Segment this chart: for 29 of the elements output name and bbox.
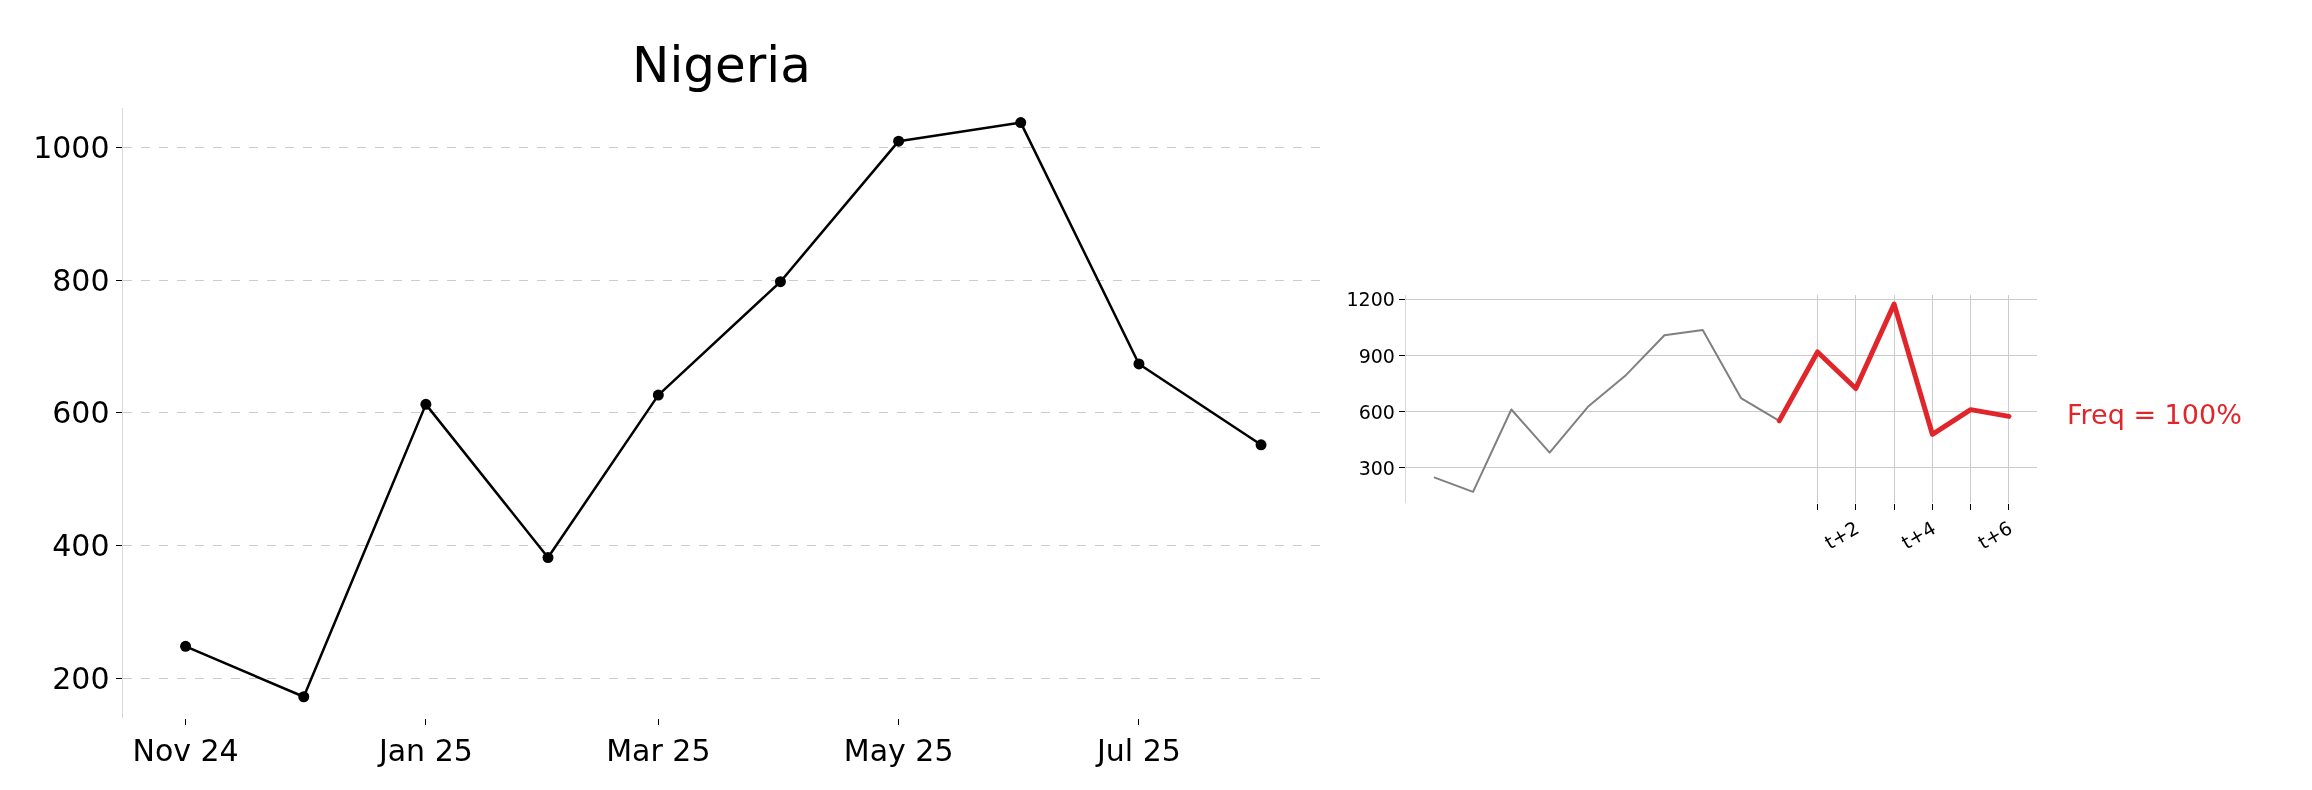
y-tick-label: 1200 — [1346, 288, 1395, 311]
point — [1255, 439, 1267, 451]
x-tick-label: t+4 — [1897, 516, 1940, 554]
y-tick-label: 800 — [52, 262, 110, 298]
point — [893, 135, 905, 147]
x-tick-label: t+2 — [1820, 516, 1863, 554]
point — [298, 691, 310, 703]
y-tick-label: 600 — [1358, 400, 1395, 423]
point — [180, 640, 192, 652]
x-tick-label: Mar 25 — [606, 732, 711, 768]
point — [420, 398, 432, 410]
point — [1015, 117, 1027, 129]
x-tick-label: Jan 25 — [376, 732, 473, 768]
y-tick-label: 400 — [52, 528, 110, 564]
x-tick-label: t+6 — [1973, 516, 2016, 554]
text: Freq = 100% — [2067, 399, 2242, 430]
y-tick-label: 600 — [52, 395, 110, 431]
point — [774, 276, 786, 288]
y-tick-label: 1000 — [33, 130, 110, 166]
x-tick-label: Nov 24 — [132, 732, 239, 768]
y-tick-label: 300 — [1358, 456, 1395, 479]
point — [542, 552, 554, 564]
y-tick-label: 900 — [1358, 344, 1395, 367]
chart-title: Nigeria — [632, 36, 811, 94]
y-tick-label: 200 — [52, 660, 110, 696]
point — [652, 389, 664, 401]
x-tick-label: May 25 — [843, 732, 954, 768]
x-tick-label: Jul 25 — [1094, 732, 1181, 768]
point — [1133, 358, 1145, 370]
